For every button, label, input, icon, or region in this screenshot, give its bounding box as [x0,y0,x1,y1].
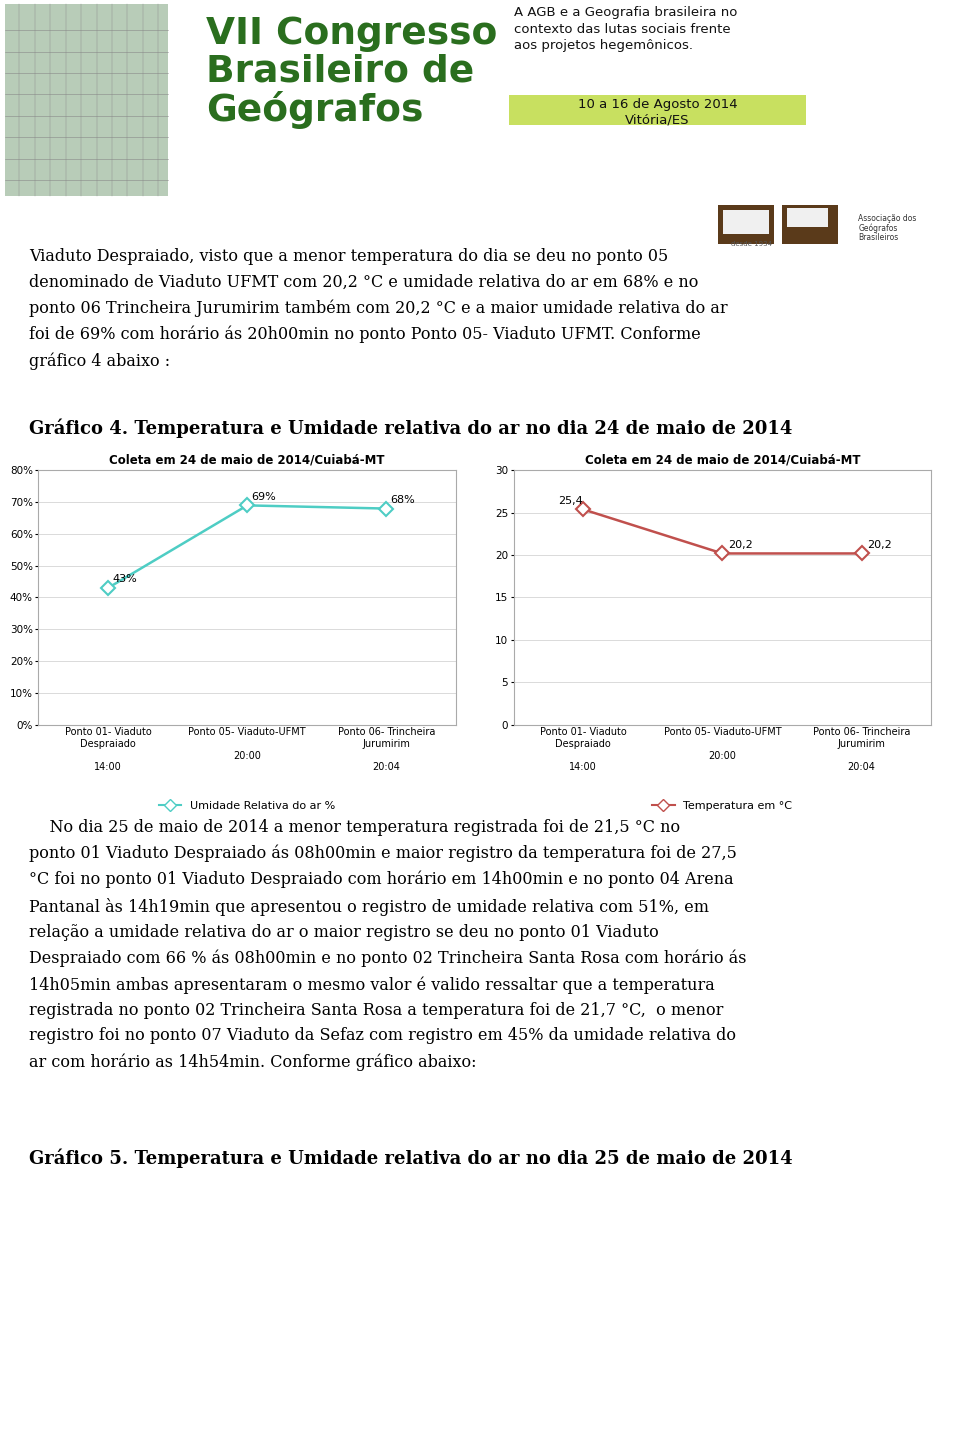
Text: 43%: 43% [112,575,137,584]
Text: 69%: 69% [252,492,276,502]
Text: 25,4: 25,4 [558,495,583,505]
Text: Geógrafos: Geógrafos [858,224,898,232]
Text: 20,2: 20,2 [728,540,753,550]
Text: Associação dos: Associação dos [858,213,917,222]
FancyBboxPatch shape [718,205,775,244]
Text: Brasileiros: Brasileiros [858,232,899,242]
Title: Coleta em 24 de maio de 2014/Cuiabá-MT: Coleta em 24 de maio de 2014/Cuiabá-MT [585,453,860,466]
Text: 68%: 68% [391,495,416,505]
FancyBboxPatch shape [5,4,168,196]
Text: No dia 25 de maio de 2014 a menor temperatura registrada foi de 21,5 °C no
ponto: No dia 25 de maio de 2014 a menor temper… [29,819,746,1070]
Text: A AGB e a Geografia brasileira no
contexto das lutas sociais frente
aos projetos: A AGB e a Geografia brasileira no contex… [514,6,737,52]
Text: Gráfico 4. Temperatura e Umidade relativa do ar no dia 24 de maio de 2014: Gráfico 4. Temperatura e Umidade relativ… [29,418,792,439]
Title: Coleta em 24 de maio de 2014/Cuiabá-MT: Coleta em 24 de maio de 2014/Cuiabá-MT [109,453,385,466]
Text: ANAIS DO VII CBG - ISBN: 978-85-98539-04-1: ANAIS DO VII CBG - ISBN: 978-85-98539-04… [143,215,563,234]
Text: 10 a 16 de Agosto 2014
Vitória/ES: 10 a 16 de Agosto 2014 Vitória/ES [578,97,737,126]
Text: VII Congresso
Brasileiro de
Geógrafos: VII Congresso Brasileiro de Geógrafos [206,16,498,129]
FancyBboxPatch shape [782,205,838,244]
Text: 20,2: 20,2 [867,540,892,550]
FancyBboxPatch shape [509,96,806,125]
Legend: Umidade Relativa do ar %: Umidade Relativa do ar % [155,797,340,816]
FancyBboxPatch shape [787,208,828,227]
Text: Viaduto Despraiado, visto que a menor temperatura do dia se deu no ponto 05
deno: Viaduto Despraiado, visto que a menor te… [29,248,728,370]
Legend: Temperatura em °C: Temperatura em °C [648,797,797,816]
Text: Gráfico 5. Temperatura e Umidade relativa do ar no dia 25 de maio de 2014: Gráfico 5. Temperatura e Umidade relativ… [29,1149,792,1169]
Text: desde 1934: desde 1934 [731,241,772,247]
FancyBboxPatch shape [724,211,769,234]
